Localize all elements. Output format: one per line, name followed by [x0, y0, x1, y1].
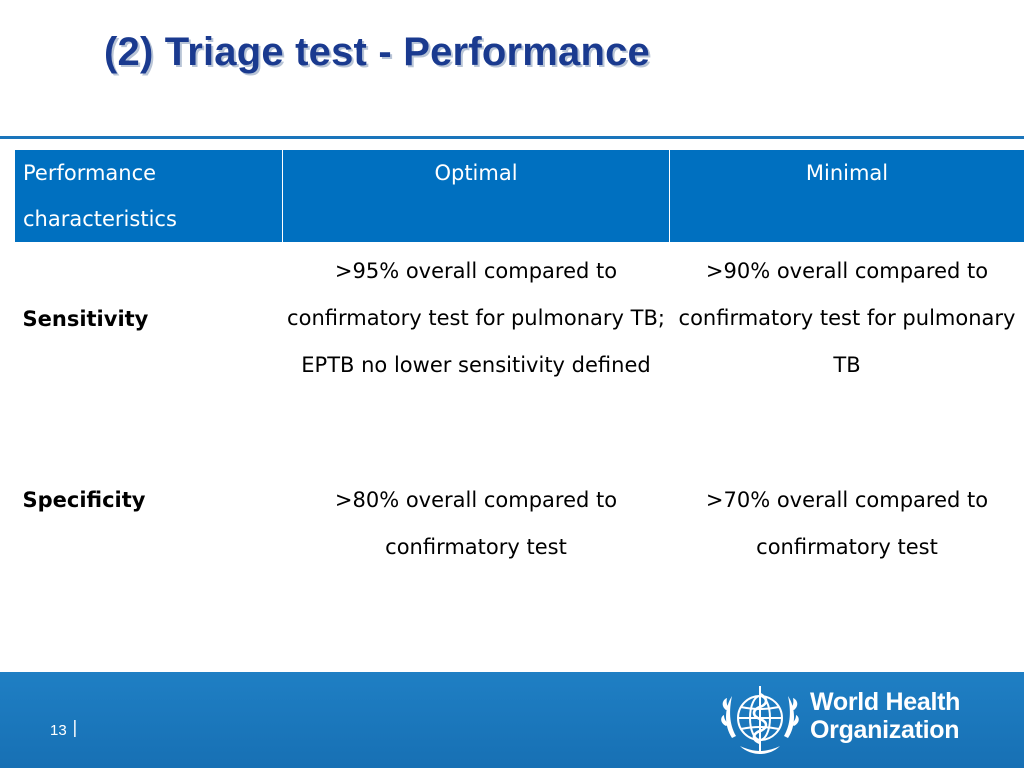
slide-title: (2) Triage test - Performance [104, 30, 650, 74]
title-divider [0, 136, 1024, 139]
cell-specificity-optimal: >80% overall compared to confirmatory te… [334, 488, 618, 559]
who-logo-line1: World Health [810, 688, 961, 716]
cell-specificity-minimal: >70% overall compared to confirmatory te… [705, 488, 989, 559]
page-separator: | [72, 718, 78, 738]
table-row-specificity: Specificity >80% overall compared to con… [15, 477, 1024, 627]
table-header-row: Performance characteristics Optimal Mini… [14, 150, 1024, 242]
who-logo-text: World Health Organization [810, 688, 960, 744]
row-label-specificity: Specificity [22, 488, 146, 512]
cell-sensitivity-optimal: >95% overall compared to confirmatory te… [287, 259, 665, 377]
who-emblem-icon [721, 686, 799, 754]
page-number: 13 [50, 722, 67, 739]
header-performance-characteristics: Performance characteristics [14, 150, 283, 242]
footer-bar: 13 | World Health Organization [0, 672, 1024, 768]
row-label-sensitivity: Sensitivity [22, 307, 149, 331]
header-optimal: Optimal [282, 150, 670, 242]
performance-table: Performance characteristics Optimal Mini… [14, 150, 1024, 627]
table-row-sensitivity: Sensitivity >95% overall compared to con… [15, 242, 1024, 477]
header-minimal: Minimal [669, 150, 1024, 242]
who-logo-line2: Organization [810, 716, 960, 744]
cell-sensitivity-minimal: >90% overall compared to confirmatory te… [678, 259, 1016, 377]
